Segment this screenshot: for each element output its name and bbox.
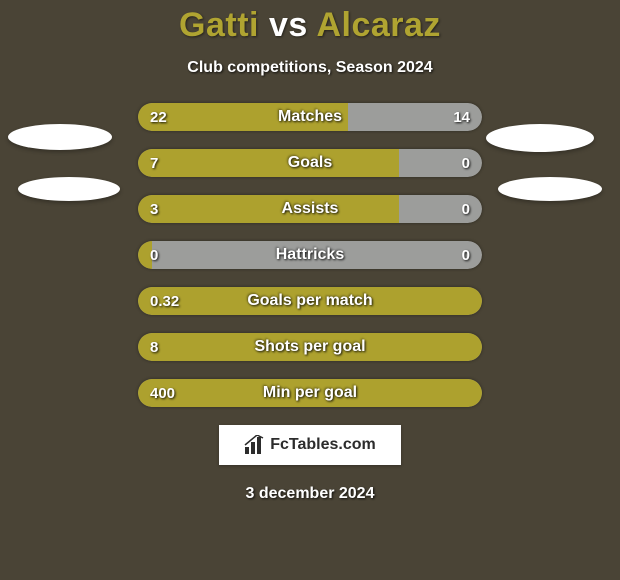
player2-photo-placeholder-bottom xyxy=(498,177,602,201)
stat-bar: 0.32Goals per match xyxy=(138,287,482,315)
bar-fill xyxy=(138,333,482,361)
stat-bar: 2214Matches xyxy=(138,103,482,131)
player1-name: Gatti xyxy=(179,6,259,44)
stat-bar: 8Shots per goal xyxy=(138,333,482,361)
stats-bars: 2214Matches 70Goals 30Assists 00Hattricks 0.… xyxy=(138,103,482,407)
bar-fill xyxy=(138,241,152,269)
subtitle: Club competitions, Season 2024 xyxy=(0,59,620,77)
bar-fill xyxy=(138,195,399,223)
stat-bar: 70Goals xyxy=(138,149,482,177)
logo-text: FcTables.com xyxy=(270,436,376,454)
player1-photo-placeholder-top xyxy=(8,124,112,150)
comparison-card: Gatti vs Alcaraz Club competitions, Seas… xyxy=(0,0,620,580)
vs-label: vs xyxy=(269,6,308,44)
bar-chart-icon xyxy=(244,435,266,455)
footer-date: 3 december 2024 xyxy=(0,485,620,503)
player2-name: Alcaraz xyxy=(316,6,440,44)
stat-bar: 400Min per goal xyxy=(138,379,482,407)
player1-photo-placeholder-bottom xyxy=(18,177,120,201)
bar-fill xyxy=(138,149,399,177)
stat-bar: 00Hattricks xyxy=(138,241,482,269)
bar-fill xyxy=(138,287,482,315)
bar-fill xyxy=(138,379,482,407)
page-title: Gatti vs Alcaraz xyxy=(0,6,620,45)
bar-fill xyxy=(138,103,348,131)
bar-track xyxy=(138,241,482,269)
stat-bar: 30Assists xyxy=(138,195,482,223)
fctables-logo: FcTables.com xyxy=(219,425,401,465)
player2-photo-placeholder-top xyxy=(486,124,594,152)
